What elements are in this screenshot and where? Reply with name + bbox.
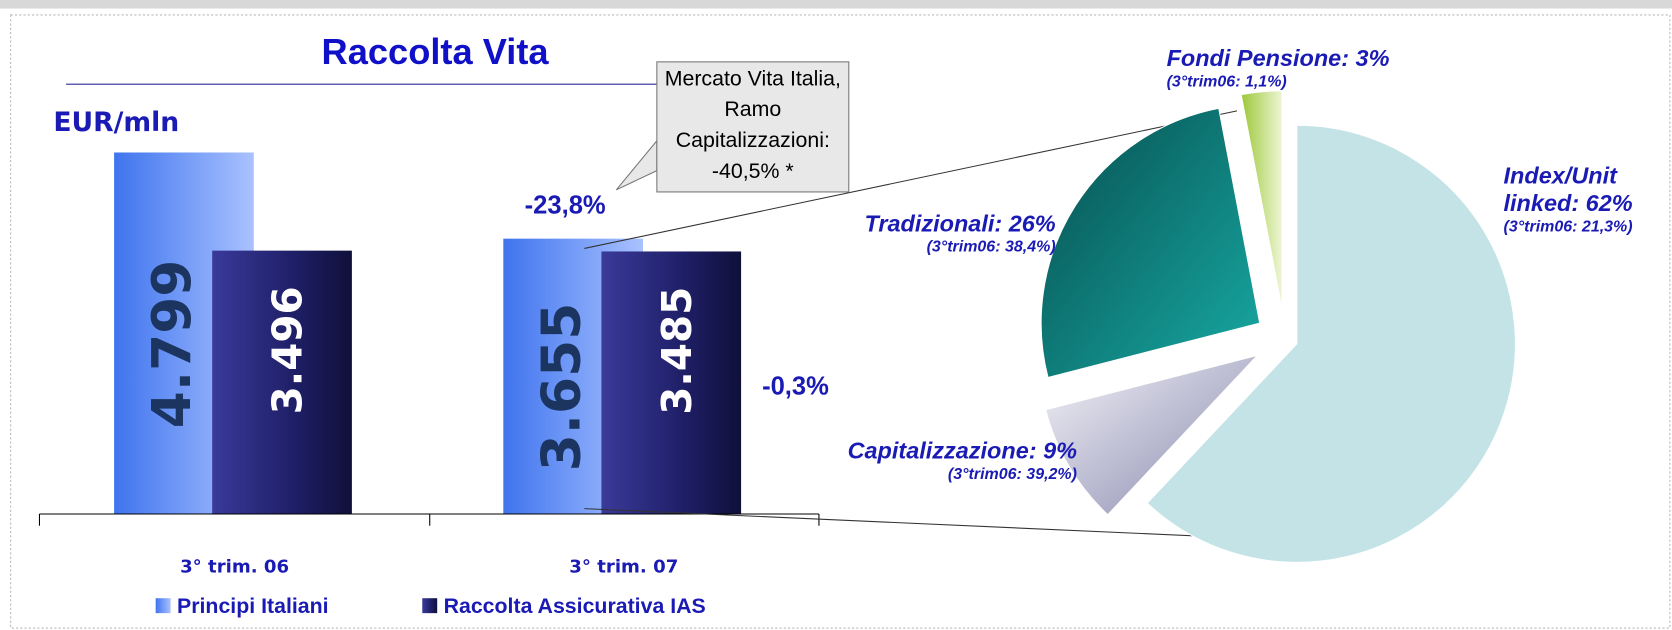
slice-note: (3°trim06: 39,2%) [947,464,1077,484]
x-tick-label: 3° trim. 07 [569,557,678,578]
callout-box [656,61,850,193]
slice-value: Capitalizzazione: 9% [847,437,1077,464]
slice-label: Fondi Pensione: 3% (3°trim06: 1,1%) [1167,45,1434,92]
bar [601,251,742,514]
legend-label: Raccolta Assicurativa IAS [444,594,706,618]
change-label: -0,3% [762,373,829,401]
legend-swatch [422,598,438,614]
slice-note: (3°trim06: 38,4%) [926,237,1056,256]
slice-note: (3°trim06: 21,3%) [1503,217,1633,236]
pie-slice [1045,354,1260,516]
pie [1040,90,1516,563]
pie-slice [1146,124,1516,563]
frame [10,14,1671,629]
slice-value: Fondi Pensione: 3% [1166,44,1390,72]
value-label: 3.655 [530,303,592,472]
pie-slice [1240,90,1283,310]
x-tick-label: 3° trim. 06 [180,557,289,578]
legend-swatch [155,598,171,614]
value-label: 4.799 [141,260,203,429]
slice-label: Index/Unit linked: 62% (3°trim06: 21,3%) [1504,162,1672,237]
value-label: 3.485 [653,287,701,415]
callout-text: Mercato Vita Italia, Ramo Capitalizzazio… [664,67,841,184]
slice-note: (3°trim06: 1,1%) [1166,72,1287,91]
pie-slice [1040,107,1261,379]
slice-label: Tradizionali: 26% (3°trim06: 38,4%) [832,210,1056,257]
callout-pointer [615,139,658,191]
chart-title: Raccolta Vita [322,31,550,72]
connector [584,110,1238,249]
legend: Principi Italiani Raccolta Assicurativa I… [155,594,706,618]
y-unit: EUR/mln [53,107,179,138]
slice-value: Tradizionali: 26% [864,210,1056,237]
bar [212,250,352,514]
value-label: 3.496 [264,286,312,414]
bars: 4.799 3.655 3.496 3.485 [114,152,742,514]
top-strip [0,0,1672,9]
change-label: -23,8% [525,191,606,219]
slice-label: Capitalizzazione: 9% (3°trim06: 39,2%) [810,437,1077,484]
slice-value: Index/Unit linked: 62% [1503,162,1633,217]
connector [584,508,1253,540]
legend-label: Principi Italiani [177,594,329,618]
